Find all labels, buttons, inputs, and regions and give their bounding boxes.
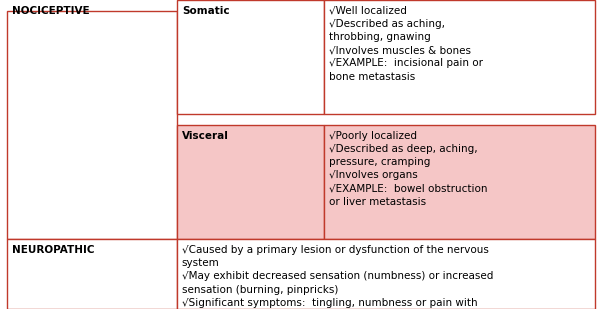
Bar xyxy=(177,125,324,239)
Bar xyxy=(177,239,595,309)
Text: √Well localized
√Described as aching,
throbbing, gnawing
√Involves muscles & bon: √Well localized √Described as aching, th… xyxy=(329,6,483,82)
Bar xyxy=(177,0,324,114)
Bar xyxy=(324,125,595,239)
Bar xyxy=(324,0,595,114)
Text: Somatic: Somatic xyxy=(182,6,229,15)
Text: √Poorly localized
√Described as deep, aching,
pressure, cramping
√Involves organ: √Poorly localized √Described as deep, ac… xyxy=(329,131,487,207)
Text: NOCICEPTIVE: NOCICEPTIVE xyxy=(12,6,89,15)
Bar xyxy=(7,239,177,309)
Text: √Caused by a primary lesion or dysfunction of the nervous
system
√May exhibit de: √Caused by a primary lesion or dysfuncti… xyxy=(182,245,493,309)
Text: Visceral: Visceral xyxy=(182,131,229,141)
Text: NEUROPATHIC: NEUROPATHIC xyxy=(12,245,95,255)
Bar xyxy=(7,11,177,239)
